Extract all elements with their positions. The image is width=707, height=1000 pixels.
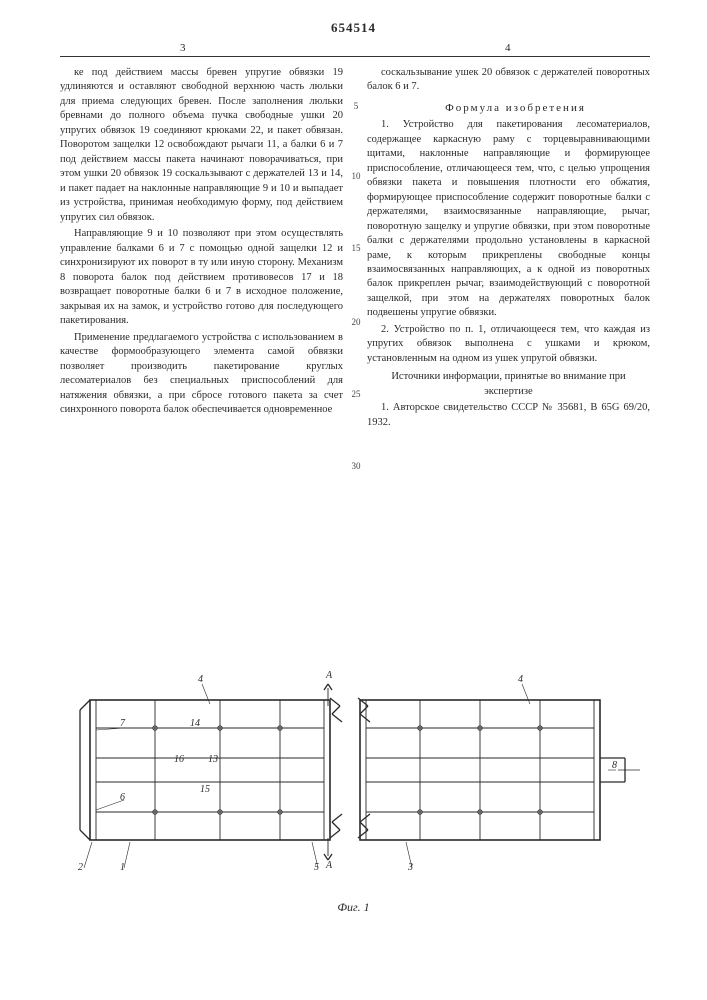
header-rule	[60, 56, 650, 57]
sources-title: Источники информации, принятые во вниман…	[367, 370, 650, 399]
svg-text:A: A	[325, 860, 333, 871]
text-columns: ке под действием массы бревен упругие об…	[60, 66, 650, 432]
svg-text:4: 4	[518, 674, 523, 685]
svg-text:14: 14	[190, 718, 200, 729]
svg-text:15: 15	[200, 784, 210, 795]
svg-text:2: 2	[78, 862, 83, 873]
svg-text:5: 5	[314, 862, 319, 873]
document-number: 654514	[331, 20, 376, 36]
line-number: 30	[348, 462, 364, 471]
svg-text:A: A	[325, 670, 333, 681]
right-intro: соскальзывание ушек 20 обвязок с держате…	[367, 66, 650, 95]
body-paragraph: ке под действием массы бревен упругие об…	[60, 66, 343, 225]
svg-text:16: 16	[174, 754, 184, 765]
svg-text:8: 8	[612, 760, 617, 771]
svg-text:13: 13	[208, 754, 218, 765]
formula-title: Формула изобретения	[367, 101, 650, 116]
page-number-right: 4	[505, 42, 511, 54]
sources-body: 1. Авторское свидетельство СССР № 35681,…	[367, 401, 650, 430]
figure-caption: Фиг. 1	[337, 900, 369, 915]
body-paragraph: Направляющие 9 и 10 позволяют при этом о…	[60, 227, 343, 328]
body-paragraph: Применение предлагаемого устройства с ис…	[60, 331, 343, 418]
claim-paragraph: 2. Устройство по п. 1, отличающееся тем,…	[367, 323, 650, 366]
svg-text:7: 7	[120, 718, 126, 729]
figure-1: 44714161361521538AA	[60, 660, 650, 890]
claim-paragraph: 1. Устройство для пакетирования лесомате…	[367, 118, 650, 321]
right-column: соскальзывание ушек 20 обвязок с держате…	[367, 66, 650, 432]
page-number-left: 3	[180, 42, 186, 54]
left-column: ке под действием массы бревен упругие об…	[60, 66, 343, 432]
svg-text:4: 4	[198, 674, 203, 685]
